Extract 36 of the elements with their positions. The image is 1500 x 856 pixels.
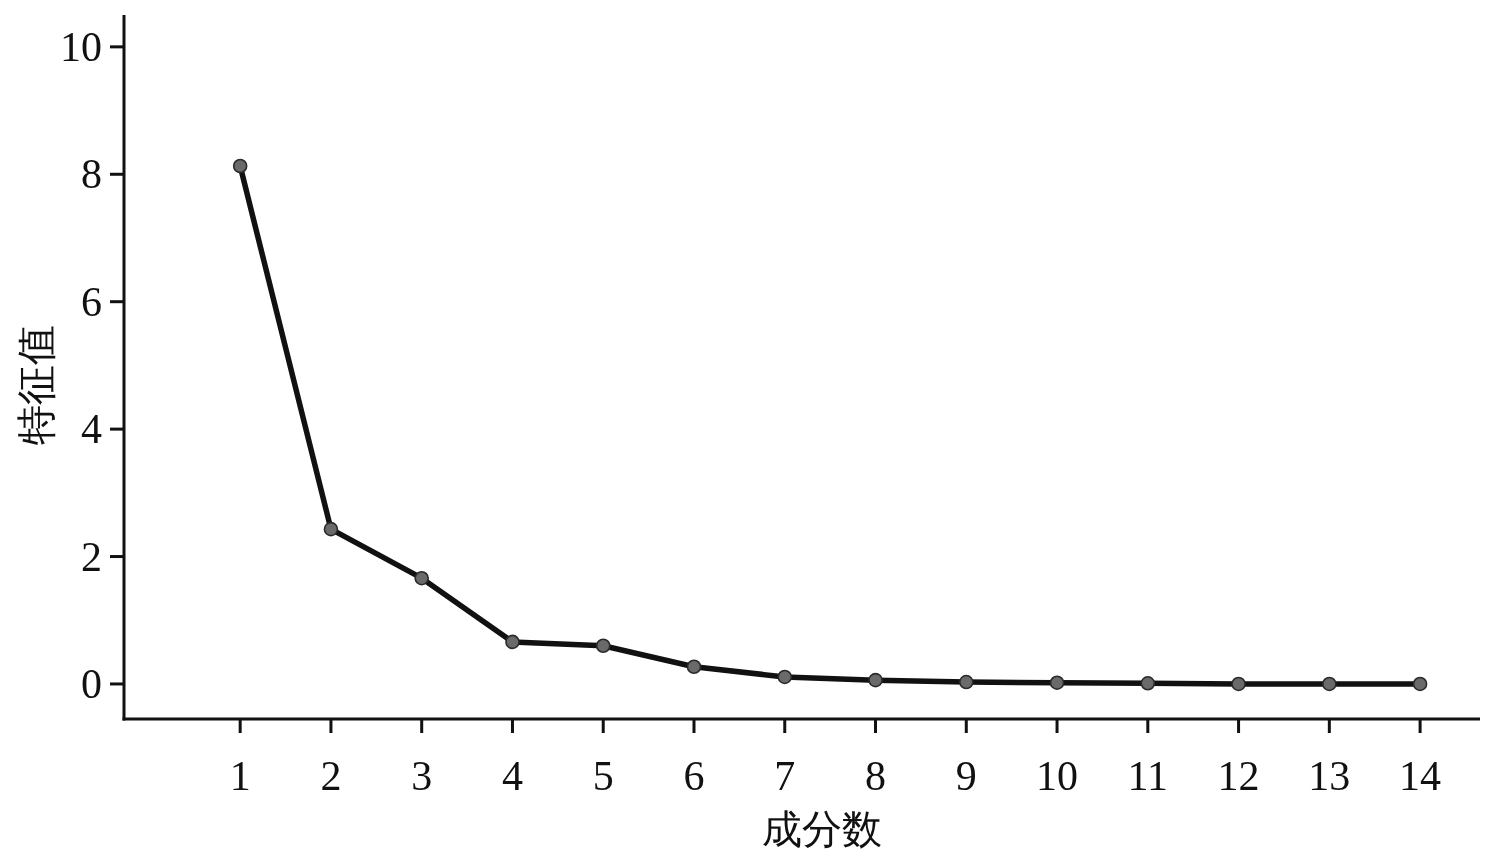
x-tick-label: 11 bbox=[1127, 753, 1169, 799]
point bbox=[1412, 676, 1428, 692]
x-tick-label: 14 bbox=[1399, 753, 1442, 799]
x-tick-label: 2 bbox=[320, 753, 342, 799]
point bbox=[1231, 676, 1246, 692]
point bbox=[323, 521, 339, 537]
x-tick-label: 3 bbox=[411, 753, 433, 799]
point bbox=[1140, 676, 1156, 691]
point bbox=[958, 674, 974, 690]
x-tick-label: 12 bbox=[1217, 753, 1260, 799]
x-axis-title: 成分数 bbox=[762, 807, 882, 852]
point bbox=[414, 570, 429, 586]
point bbox=[1322, 676, 1337, 692]
y-tick-label: 4 bbox=[81, 406, 102, 453]
y-tick-label: 8 bbox=[81, 151, 102, 198]
x-tick-label: 1 bbox=[229, 753, 251, 799]
point bbox=[595, 638, 611, 654]
y-tick-label: 0 bbox=[81, 660, 102, 707]
x-tick-label: 13 bbox=[1308, 753, 1351, 799]
x-tick-label: 7 bbox=[774, 753, 796, 799]
point bbox=[777, 669, 793, 685]
point bbox=[686, 659, 702, 675]
y-tick-label: 2 bbox=[81, 533, 102, 580]
x-tick-label: 9 bbox=[955, 753, 977, 799]
y-tick-label: 6 bbox=[81, 278, 102, 325]
point bbox=[232, 158, 248, 174]
point bbox=[1049, 675, 1065, 690]
x-tick-label: 6 bbox=[683, 753, 705, 799]
x-tick-label: 8 bbox=[865, 753, 887, 799]
x-tick-label: 5 bbox=[592, 753, 614, 799]
x-tick-label: 4 bbox=[501, 753, 523, 799]
point bbox=[868, 672, 883, 688]
x-tick-label: 10 bbox=[1036, 753, 1079, 799]
y-tick-label: 10 bbox=[60, 23, 102, 70]
y-axis-title: 特征值 bbox=[14, 325, 59, 445]
point bbox=[505, 634, 520, 650]
